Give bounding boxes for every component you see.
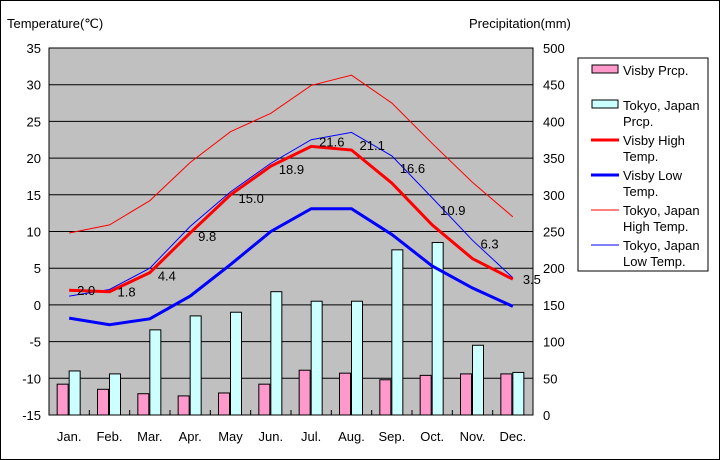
bar-tokyo-prcp (431, 242, 444, 416)
right-tick-label: 100 (543, 335, 565, 350)
bar-tokyo-prcp (109, 373, 121, 416)
data-label: 9.8 (198, 229, 216, 244)
data-label: 10.9 (440, 203, 465, 218)
bar-tokyo-prcp (391, 249, 404, 416)
data-label: 6.3 (481, 237, 499, 252)
left-tick-label: 25 (27, 114, 41, 129)
left-tick-label: 5 (34, 261, 41, 276)
data-label: 18.9 (279, 162, 304, 177)
legend-label: Tokyo, Japan (623, 203, 700, 218)
bar-visby-prcp (258, 383, 271, 416)
left-tick-label: 20 (27, 151, 41, 166)
bar-tokyo-prcp (310, 300, 323, 416)
bar-visby-prcp (379, 379, 392, 416)
x-tick-label: Jan. (57, 429, 82, 444)
right-tick-label: 500 (543, 41, 565, 56)
data-label: 21.1 (360, 138, 385, 153)
x-tick-label: Aug. (338, 429, 365, 444)
legend-label: Temp. (623, 184, 658, 199)
legend-label: Low Temp. (623, 254, 686, 269)
x-tick-label: Oct. (420, 429, 444, 444)
bar-visby-prcp (419, 374, 432, 416)
data-label: 4.4 (158, 269, 176, 284)
right-tick-label: 350 (543, 151, 565, 166)
legend-swatch (591, 99, 619, 109)
bar-visby-prcp (500, 373, 513, 416)
data-label: 15.0 (239, 191, 264, 206)
bar-tokyo-prcp (472, 344, 484, 416)
left-tick-label: -10 (22, 371, 41, 386)
x-tick-label: Jun. (259, 429, 284, 444)
right-tick-label: 200 (543, 261, 565, 276)
left-tick-label: 35 (27, 41, 41, 56)
legend-box (577, 57, 709, 272)
left-tick-label: 10 (27, 225, 41, 240)
bar-tokyo-prcp (512, 371, 525, 416)
x-tick-label: Apr. (179, 429, 202, 444)
bar-visby-prcp (137, 393, 150, 416)
bar-tokyo-prcp (149, 329, 162, 416)
left-tick-label: -5 (29, 335, 41, 350)
legend-label: Temp. (623, 149, 658, 164)
x-tick-label: Jul. (301, 429, 321, 444)
bar-tokyo-prcp (68, 370, 81, 416)
bar-visby-prcp (177, 395, 190, 416)
legend-label: Visby Low (623, 168, 683, 183)
data-label: 1.8 (118, 285, 136, 300)
legend-label: Visby High (623, 133, 685, 148)
data-label: 21.6 (319, 134, 344, 149)
y-right-label: Precipitation(mm) (469, 16, 571, 31)
bar-tokyo-prcp (230, 311, 242, 416)
bar-tokyo-prcp (270, 291, 283, 416)
data-label: 2.0 (77, 283, 95, 298)
right-tick-label: 300 (543, 188, 565, 203)
x-tick-label: Sep. (378, 429, 405, 444)
left-tick-label: 0 (34, 298, 41, 313)
line-tokyo-japan-low-temp- (69, 131, 514, 297)
line-tokyo-japan-high-temp- (69, 74, 514, 234)
legend-label: Tokyo, Japan (623, 98, 700, 113)
right-tick-label: 50 (543, 371, 557, 386)
bar-tokyo-prcp (189, 315, 202, 416)
bar-tokyo-prcp (351, 300, 363, 416)
legend-label: High Temp. (623, 219, 689, 234)
bar-visby-prcp (56, 383, 69, 416)
right-tick-label: 400 (543, 114, 565, 129)
bar-visby-prcp (460, 373, 472, 416)
y-left-label: Temperature(℃) (7, 16, 103, 31)
legend-label: Visby Prcp. (623, 63, 689, 78)
left-tick-label: -15 (22, 408, 41, 423)
x-tick-label: May (218, 429, 243, 444)
line-visby-high-temp- (69, 144, 514, 294)
bar-visby-prcp (298, 369, 311, 416)
x-tick-label: Nov. (460, 429, 486, 444)
bar-visby-prcp (218, 392, 230, 416)
left-tick-label: 30 (27, 78, 41, 93)
right-tick-label: 0 (543, 408, 550, 423)
x-tick-label: Dec. (499, 429, 526, 444)
right-tick-label: 150 (543, 298, 565, 313)
left-tick-label: 15 (27, 188, 41, 203)
data-label: 3.5 (523, 272, 541, 287)
bar-visby-prcp (97, 388, 109, 416)
right-tick-label: 250 (543, 225, 565, 240)
x-tick-label: Mar. (137, 429, 162, 444)
line-visby-low-temp- (68, 207, 514, 327)
right-tick-label: 450 (543, 78, 565, 93)
data-label: 16.6 (400, 161, 425, 176)
x-tick-label: Feb. (96, 429, 122, 444)
bar-visby-prcp (339, 372, 351, 416)
legend-label: Tokyo, Japan (623, 238, 700, 253)
legend-label: Prcp. (623, 114, 653, 129)
legend-swatch (591, 64, 619, 74)
